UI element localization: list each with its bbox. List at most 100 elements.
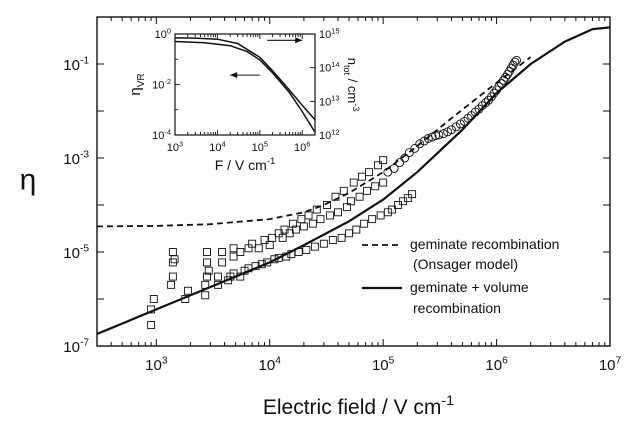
inset-y-tick-label-exp: -4 [164,127,171,136]
data-point-square [308,219,317,228]
y-tick-label-base: 10 [63,245,80,262]
data-point-square [346,197,355,206]
series-line-geminate-volume [97,26,610,336]
inset-series-eta-vr [175,37,315,121]
inset-y2-tick-label-exp: 13 [331,94,339,103]
inset-y2-tick-label-base: 10 [319,63,331,75]
inset-y2-axis-label-y2label_base: n [345,58,360,65]
data-point-circle [410,143,420,153]
data-point-circle [484,95,494,105]
x-tick-label-base: 10 [485,357,502,374]
legend-label: (Onsager model) [413,256,518,272]
data-point-square [316,215,325,224]
inset-x-tick-label-exp: 6 [306,139,310,148]
data-point-circle [400,153,410,163]
data-point-square [294,248,303,256]
data-point-square [251,262,260,271]
data-point-square [331,192,340,201]
data-point-square [274,253,283,262]
inset-y-tick-label-base: 10 [155,29,167,41]
x-tick-label-base: 10 [145,357,162,374]
data-point-square [248,239,257,248]
y-axis-label: η [20,164,37,197]
data-point-square [218,258,227,267]
data-point-square [299,222,308,231]
data-point-square [383,208,392,217]
data-point-square [379,178,388,187]
data-point-circle [501,72,511,82]
x-axis-label: Electric field / V cm-1 [263,393,454,419]
data-point-circle [481,98,491,108]
inset-y2-tick-label-exp: 14 [331,60,339,69]
plot-area [97,26,610,336]
y-tick-label-base: 10 [63,151,80,168]
data-point-square [278,233,287,242]
data-point-square [363,186,371,195]
data-point-square [257,260,266,269]
legend-label: geminate + volume [410,279,529,295]
inset-y2-tick-label: 1012 [319,127,340,142]
data-point-circle [512,55,521,65]
y-tick-label-exp: -7 [80,338,89,349]
data-point-square [236,248,245,256]
inset-y2-tick-label: 1014 [319,60,340,75]
inset-y-axis-label-base: η [127,87,144,95]
inset-y2-tick-label-exp: 12 [331,127,339,136]
data-point-square [254,244,263,253]
inset-x-tick-label-base: 10 [252,142,264,154]
x-tick-label: 106 [485,356,508,374]
data-point-square [170,255,179,264]
legend: geminate recombination (Onsager model) gem… [362,236,559,316]
inset-y-tick-label-exp: 0 [167,26,171,35]
inset-y-tick-label: 10-2 [152,77,171,92]
y-tick-label-base: 10 [63,339,80,356]
data-point-circle [415,139,425,149]
x-axis-label-exp: -1 [441,393,454,409]
data-point-square [365,168,373,177]
y-tick-label: 10-5 [63,244,89,262]
data-point-square [379,156,388,165]
data-point-circle [477,101,487,111]
y-tick-label-exp: -5 [80,244,89,255]
inset-x-tick-label: 104 [209,139,225,154]
data-point-square [270,255,279,264]
inset-x-tick-label: 103 [167,139,183,154]
y-tick-label-exp: -1 [80,56,89,67]
data-point-square [218,248,227,256]
data-point-circle [463,113,473,123]
data-point-square [337,233,346,242]
data-point-square [229,252,238,261]
data-point-square [388,205,397,214]
inset-y-tick-label-base: 10 [152,80,164,92]
inset-x-tick-label-exp: 3 [179,139,183,148]
x-tick-label: 104 [259,356,282,374]
data-point-circle [389,163,399,173]
inset-x-axis-label-base: F / V cm [215,157,267,173]
x-tick-label: 105 [372,356,395,374]
data-point-square [326,211,334,220]
data-point-square [408,190,417,199]
data-point-square [236,272,245,281]
data-point-square [304,211,313,220]
plot-frame [96,16,611,347]
y-tick-label: 10-7 [63,338,89,356]
data-point-square [310,242,319,251]
inset-y-tick-label: 100 [155,26,171,41]
x-tick-label-base: 10 [259,357,276,374]
x-tick-label: 107 [599,356,622,374]
x-tick-label-base: 10 [372,357,389,374]
data-point-square [328,236,337,244]
data-point-square [201,291,210,300]
data-point-circle [510,57,520,67]
data-point-square [403,194,412,203]
data-point-square [355,192,364,201]
data-point-square [368,215,377,224]
data-point-square [167,280,176,289]
main-plot: 103 104 105 106 10710-710-510-310-1Electric … [20,16,622,419]
inset-series-n-tot [175,40,315,133]
data-point-square [323,201,331,209]
data-point-square [282,252,291,261]
inset-y2-tick-label-base: 10 [319,96,331,108]
inset-y-tick-label-exp: -2 [164,77,171,86]
